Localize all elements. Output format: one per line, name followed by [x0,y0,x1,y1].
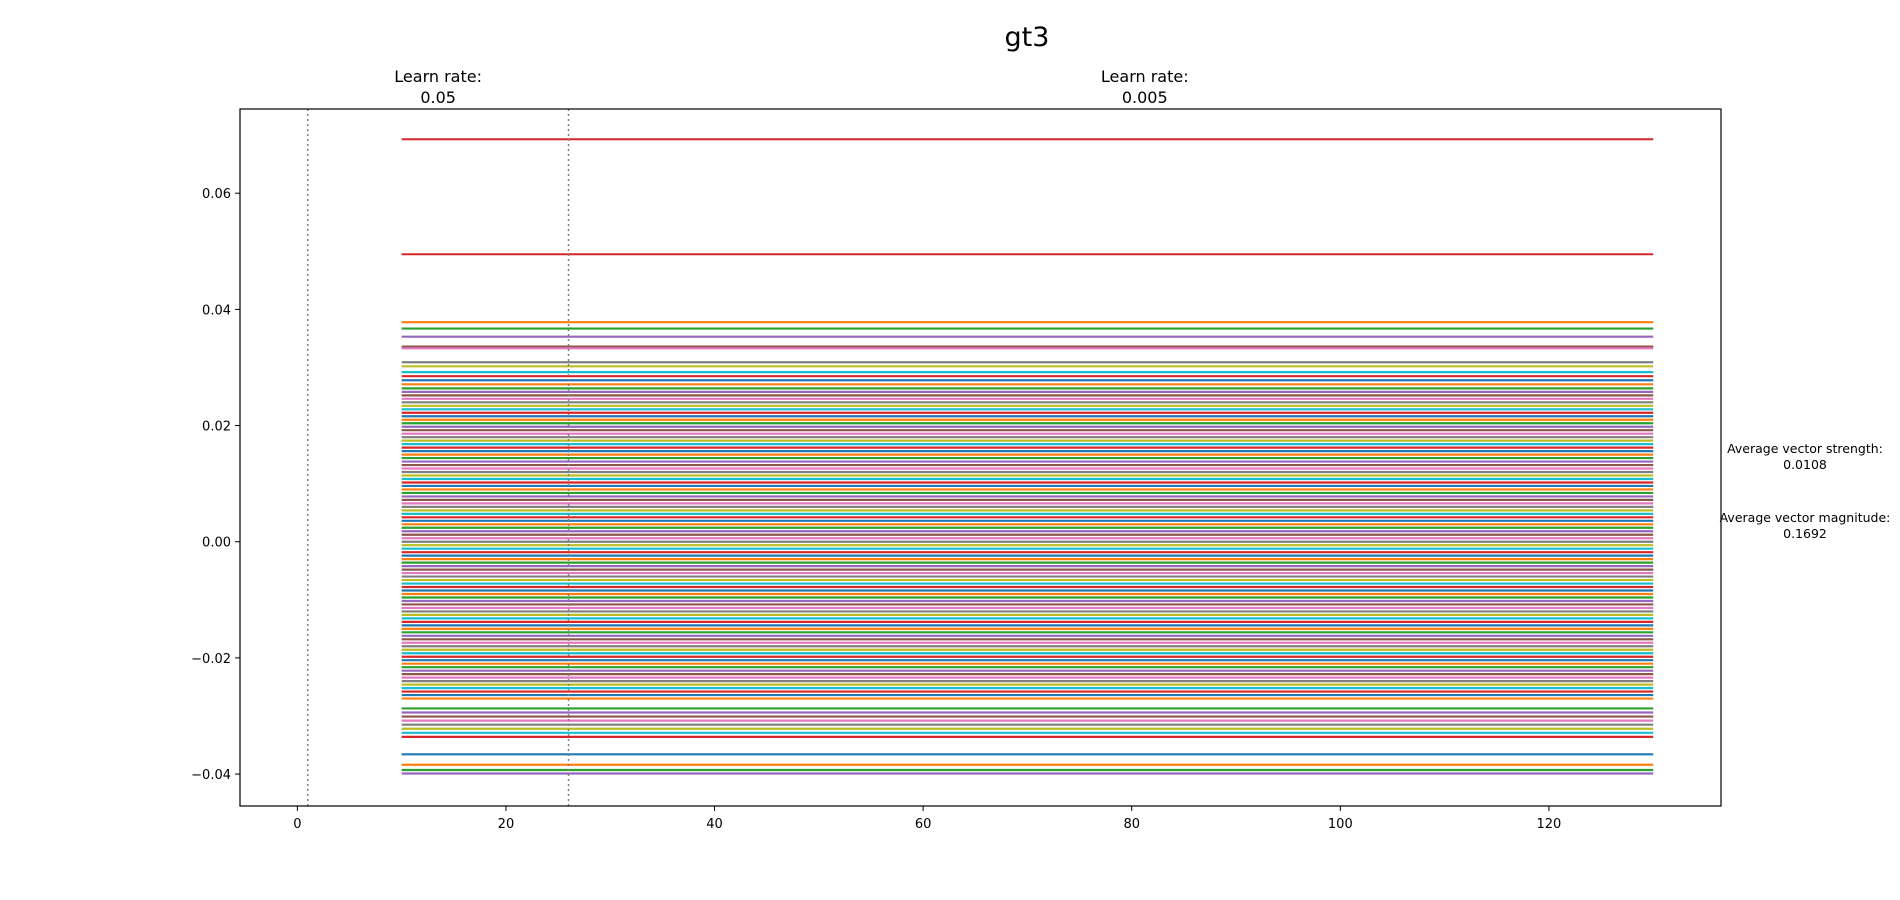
chart-title: gt3 [1005,22,1050,53]
stat-value: 0.0108 [1783,457,1827,472]
phase-markers: Learn rate: 0.05 Learn rate: 0.005 [307,67,1189,806]
y-tick-label: 0.06 [202,187,231,202]
y-tick-label: 0.02 [202,420,231,435]
x-tick-label: 20 [498,817,515,832]
y-tick-label: 0.00 [202,536,231,551]
learn-rate-label: Learn rate: [394,67,482,86]
x-tick-label: 80 [1123,817,1140,832]
x-tick-label: 40 [706,817,723,832]
y-tick-label: −0.02 [191,652,231,667]
y-axis: −0.04 −0.02 0.00 0.02 0.04 0.06 [191,187,240,783]
learn-rate-label: Learn rate: [1101,67,1189,86]
y-tick-label: −0.04 [191,768,231,783]
x-tick-label: 100 [1328,817,1353,832]
x-tick-label: 60 [915,817,932,832]
stat-label: Average vector magnitude: [1720,510,1891,525]
stats-annotations: Average vector strength:0.0108 Average ve… [1720,441,1891,541]
x-axis: 0 20 40 60 80 100 120 [293,806,1561,832]
stat-value: 0.1692 [1783,526,1827,541]
x-tick-label: 120 [1536,817,1561,832]
plot-frame [239,108,1722,807]
series-lines [401,138,1654,775]
stat-label: Average vector strength: [1727,441,1883,456]
y-tick-label: 0.04 [202,303,231,318]
x-tick-label: 0 [293,817,301,832]
learn-rate-value: 0.005 [1122,88,1168,107]
learn-rate-value: 0.05 [420,88,456,107]
